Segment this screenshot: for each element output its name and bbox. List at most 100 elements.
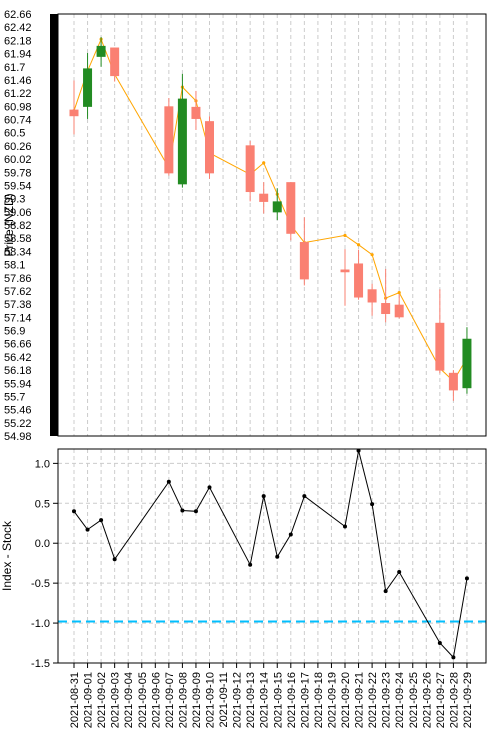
plot-frame (57, 448, 487, 664)
series-point (437, 641, 442, 646)
y-tick-label: 54.98 (4, 431, 32, 443)
candle-body (448, 372, 458, 391)
y-axis-label: Index - Stock (0, 520, 14, 591)
series-point (356, 448, 361, 453)
line-point (262, 161, 266, 165)
series-point (193, 509, 198, 514)
y-tick-label: 58.1 (4, 260, 25, 272)
series-point (288, 532, 293, 537)
candle (394, 294, 404, 319)
y-tick-label: 57.62 (4, 286, 32, 298)
series-point (248, 562, 253, 567)
x-tick-label: 2021-09-28 (448, 672, 460, 728)
x-tick-label: 2021-09-23 (381, 672, 393, 728)
series-point (370, 502, 375, 507)
y-tick-label: 58.34 (4, 246, 32, 258)
candle (110, 47, 120, 82)
series-point (383, 589, 388, 594)
x-tick-label: 2021-09-08 (177, 672, 189, 728)
y-tick-label: 57.14 (4, 312, 32, 324)
candle-body (381, 303, 391, 315)
x-tick-label: 2021-09-06 (150, 672, 162, 728)
series-point (464, 576, 469, 581)
date-axis: 2021-08-31 2021-09-01 2021-09-02 2021-09-03… (69, 663, 474, 728)
candle-body (435, 322, 445, 371)
line-point (370, 253, 374, 257)
x-tick-label: 2021-09-27 (435, 672, 447, 728)
candle-body (164, 106, 174, 174)
line-point (356, 243, 361, 247)
y-tick-label: 56.9 (4, 326, 25, 338)
candle (96, 37, 106, 67)
candle (272, 188, 282, 221)
candle (448, 370, 458, 401)
candle (69, 80, 79, 135)
x-tick-label: 2021-09-19 (326, 672, 338, 728)
y-tick-label: 60.5 (4, 128, 25, 140)
plot-frame (57, 13, 487, 437)
candle-body (96, 45, 106, 57)
x-tick-label: 2021-09-05 (137, 672, 149, 728)
y-tick-label: 61.7 (4, 62, 25, 74)
candle-body (354, 263, 364, 298)
candle-body (110, 47, 120, 77)
candle-body (286, 182, 296, 234)
series-point (451, 655, 456, 660)
candle (435, 289, 445, 374)
candle (367, 283, 377, 316)
y-tick-label: 61.46 (4, 75, 32, 87)
y-tick-label: 60.74 (4, 115, 32, 127)
x-tick-label: 2021-09-24 (394, 672, 406, 728)
axis-strip (50, 14, 58, 436)
line-point (397, 290, 401, 295)
candle-body (259, 193, 269, 202)
series-point (99, 518, 104, 523)
y-tick-label: -0.5 (31, 578, 50, 590)
y-tick-label: 62.66 (4, 9, 32, 21)
x-tick-label: 2021-09-12 (232, 672, 244, 728)
x-tick-label: 2021-09-22 (367, 672, 379, 728)
candle (83, 53, 93, 119)
y-tick-label: 56.18 (4, 365, 32, 377)
series-point (397, 569, 402, 574)
y-tick-label: 0.5 (35, 498, 50, 510)
candle (164, 98, 174, 176)
x-tick-label: 2021-09-11 (218, 672, 230, 727)
x-tick-label: 2021-09-15 (272, 672, 284, 728)
y-tick-label: 55.46 (4, 405, 32, 417)
candle-body (340, 269, 350, 273)
y-tick-label: 56.42 (4, 352, 32, 364)
candle-body (69, 109, 79, 117)
candle-body (367, 289, 377, 303)
candle (259, 182, 269, 214)
candle-body (191, 106, 201, 119)
y-tick-label: 58.58 (4, 233, 32, 245)
candle-body (245, 145, 255, 193)
y-tick-label: 57.38 (4, 299, 32, 311)
candle (354, 249, 364, 300)
candle (191, 90, 201, 130)
x-tick-label: 2021-09-18 (313, 672, 325, 728)
x-tick-label: 2021-09-07 (164, 672, 176, 728)
y-tick-label: 59.3 (4, 194, 25, 206)
series-point (180, 508, 185, 513)
y-tick-label: -1.5 (31, 658, 50, 670)
series-point (261, 494, 266, 499)
x-tick-label: 2021-09-21 (354, 672, 366, 728)
index-panel: 1.0 0.5 0.0 -0.5 -1.0 -1.5 Index - Stock (0, 448, 487, 670)
candle (286, 182, 296, 241)
candle-body (462, 338, 472, 389)
candle (177, 73, 187, 188)
series-point (207, 485, 212, 490)
y-tick-label: 55.7 (4, 391, 25, 403)
x-tick-label: 2021-09-13 (245, 672, 257, 728)
series-line (73, 450, 468, 659)
y-tick-label: 59.06 (4, 207, 32, 219)
y-tick-label: 56.66 (4, 339, 32, 351)
candle (381, 268, 391, 323)
y-tick-label: 62.42 (4, 22, 32, 34)
x-tick-label: 2021-09-29 (462, 672, 474, 728)
series-point (72, 509, 76, 514)
